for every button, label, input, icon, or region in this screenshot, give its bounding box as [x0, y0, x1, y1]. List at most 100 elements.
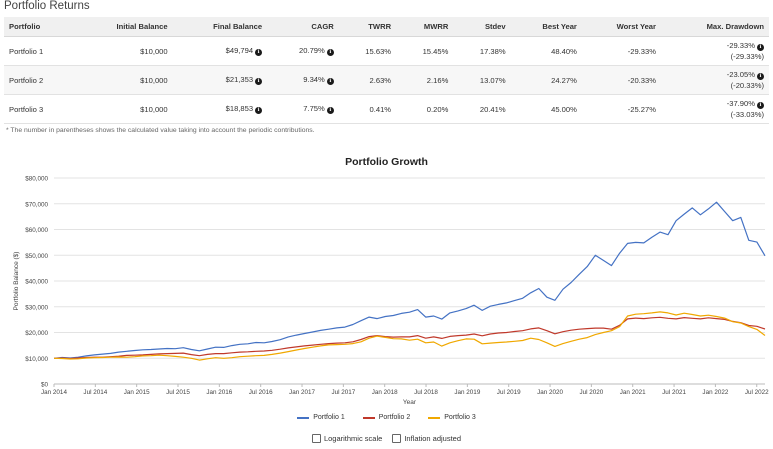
- y-tick-label: $0: [41, 382, 49, 389]
- x-tick-label: Jan 2014: [41, 389, 67, 396]
- x-tick-label: Jul 2020: [579, 389, 603, 396]
- drawdown-value: -29.33%: [726, 41, 755, 50]
- cell-max-drawdown: -29.33% i (-29.33%): [661, 36, 769, 66]
- chart-options: Logarithmic scale Inflation adjusted: [0, 434, 773, 443]
- drawdown-with-contributions: (-20.33%): [730, 81, 764, 90]
- y-axis-title: Portfolio Balance ($): [13, 252, 20, 311]
- info-icon[interactable]: i: [255, 107, 263, 114]
- cell-best-year: 45.00%: [510, 94, 582, 124]
- legend-label: Portfolio 3: [444, 414, 476, 421]
- y-tick-label: $40,000: [25, 279, 48, 286]
- table-row: Portfolio 1 $10,000 $49,794 i 20.79% i 15.…: [4, 36, 769, 66]
- header-stdev[interactable]: Stdev: [453, 17, 511, 37]
- x-tick-label: Jan 2015: [124, 389, 150, 396]
- y-tick-label: $20,000: [25, 330, 48, 337]
- legend-item-portfolio-3[interactable]: Portfolio 3: [428, 414, 476, 421]
- final-balance-value: $49,794: [225, 46, 254, 55]
- cell-cagr: 7.75% i: [267, 94, 339, 124]
- inflation-adjusted-option[interactable]: Inflation adjusted: [392, 434, 461, 443]
- y-tick-label: $50,000: [25, 253, 48, 260]
- table-header-row: Portfolio Initial Balance Final Balance …: [4, 17, 769, 37]
- x-tick-label: Jul 2017: [331, 389, 355, 396]
- cell-cagr: 20.79% i: [267, 36, 339, 66]
- inflation-adjusted-label: Inflation adjusted: [404, 434, 462, 443]
- y-tick-label: $60,000: [25, 227, 48, 234]
- table-row: Portfolio 2 $10,000 $21,353 i 9.34% i 2.63…: [4, 65, 769, 95]
- cell-max-drawdown: -37.90% i (-33.03%): [661, 94, 769, 124]
- y-tick-label: $80,000: [25, 176, 48, 183]
- x-tick-label: Jul 2014: [83, 389, 107, 396]
- cell-cagr: 9.34% i: [267, 65, 339, 95]
- x-tick-label: Jan 2019: [454, 389, 480, 396]
- series-line-portfolio-3: [53, 311, 766, 361]
- header-cagr[interactable]: CAGR: [267, 17, 339, 37]
- inflation-adjusted-checkbox[interactable]: [392, 434, 402, 443]
- legend-item-portfolio-1[interactable]: Portfolio 1: [297, 414, 345, 421]
- x-tick-label: Jul 2019: [497, 389, 521, 396]
- cell-mwrr: 15.45%: [396, 36, 454, 66]
- cagr-value: 7.75%: [303, 104, 325, 113]
- logarithmic-scale-checkbox[interactable]: [311, 434, 321, 443]
- series-line-portfolio-1: [53, 201, 766, 359]
- series-line-portfolio-2: [53, 316, 766, 360]
- cell-best-year: 48.40%: [510, 36, 582, 66]
- cell-worst-year: -25.27%: [581, 94, 661, 124]
- cell-best-year: 24.27%: [510, 65, 582, 95]
- x-tick-label: Jan 2021: [620, 389, 646, 396]
- legend-swatch-portfolio-2: [362, 416, 375, 419]
- header-twrr[interactable]: TWRR: [338, 17, 397, 37]
- cell-portfolio-name: Portfolio 3: [4, 94, 75, 124]
- header-mwrr[interactable]: MWRR: [396, 17, 454, 37]
- cell-final-balance: $21,353 i: [172, 65, 268, 95]
- cell-stdev: 17.38%: [453, 36, 511, 66]
- logarithmic-scale-label: Logarithmic scale: [323, 434, 383, 443]
- cell-twrr: 2.63%: [338, 65, 397, 95]
- header-portfolio[interactable]: Portfolio: [4, 17, 75, 37]
- section-title: Portfolio Returns: [4, 0, 90, 12]
- final-balance-value: $18,853: [225, 104, 254, 113]
- info-icon[interactable]: i: [326, 107, 334, 114]
- legend-label: Portfolio 1: [313, 414, 345, 421]
- info-icon[interactable]: i: [757, 73, 764, 80]
- cell-twrr: 15.63%: [338, 36, 397, 66]
- footnote: * The number in parentheses shows the ca…: [6, 127, 315, 134]
- x-tick-label: Jan 2020: [537, 389, 563, 396]
- cell-portfolio-name: Portfolio 2: [4, 65, 75, 95]
- info-icon[interactable]: i: [255, 78, 263, 85]
- cell-initial-balance: $10,000: [74, 36, 173, 66]
- final-balance-value: $21,353: [225, 75, 254, 84]
- cell-initial-balance: $10,000: [74, 94, 173, 124]
- info-icon[interactable]: i: [757, 102, 764, 109]
- logarithmic-scale-option[interactable]: Logarithmic scale: [311, 434, 383, 443]
- header-best-year[interactable]: Best Year: [510, 17, 582, 37]
- info-icon[interactable]: i: [255, 49, 263, 56]
- x-tick-label: Jan 2016: [206, 389, 232, 396]
- x-axis-title: Year: [403, 399, 417, 406]
- cell-final-balance: $49,794 i: [172, 36, 268, 66]
- legend-item-portfolio-2[interactable]: Portfolio 2: [362, 414, 411, 421]
- legend-swatch-portfolio-3: [428, 416, 441, 419]
- info-icon[interactable]: i: [757, 44, 764, 51]
- legend-label: Portfolio 2: [378, 414, 411, 421]
- cagr-value: 20.79%: [299, 46, 325, 55]
- chart-title: Portfolio Growth: [345, 156, 428, 168]
- x-tick-label: Jul 2021: [662, 389, 686, 396]
- portfolio-returns-table: Portfolio Initial Balance Final Balance …: [4, 17, 769, 124]
- drawdown-with-contributions: (-33.03%): [730, 110, 764, 119]
- cell-stdev: 20.41%: [453, 94, 511, 124]
- header-max-drawdown[interactable]: Max. Drawdown: [661, 17, 769, 37]
- cell-worst-year: -29.33%: [581, 36, 661, 66]
- drawdown-value: -23.05%: [726, 70, 755, 79]
- info-icon[interactable]: i: [326, 78, 334, 85]
- cell-twrr: 0.41%: [338, 94, 397, 124]
- header-worst-year[interactable]: Worst Year: [581, 17, 661, 37]
- header-final-balance[interactable]: Final Balance: [172, 17, 268, 37]
- cell-portfolio-name: Portfolio 1: [4, 36, 75, 66]
- header-initial-balance[interactable]: Initial Balance: [74, 17, 173, 37]
- x-tick-label: Jan 2022: [702, 389, 728, 396]
- drawdown-value: -37.90%: [726, 99, 755, 108]
- info-icon[interactable]: i: [326, 49, 334, 56]
- cell-stdev: 13.07%: [453, 65, 511, 95]
- y-tick-label: $70,000: [25, 201, 48, 208]
